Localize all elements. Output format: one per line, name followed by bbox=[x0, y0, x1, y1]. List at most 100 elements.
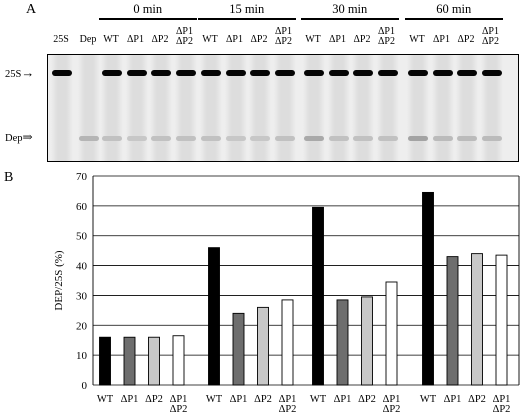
band-25s bbox=[432, 70, 453, 76]
band-25s bbox=[126, 70, 147, 76]
band-25s bbox=[328, 70, 349, 76]
marker-25s-arrow-icon: → bbox=[21, 65, 35, 80]
band-dep bbox=[328, 136, 349, 141]
time-bar bbox=[405, 18, 503, 20]
x-category-label: ΔP1 bbox=[121, 394, 139, 405]
band-dep bbox=[250, 136, 270, 141]
y-tick-label: 60 bbox=[76, 201, 88, 213]
lane-label: ΔP1 ΔP2 bbox=[378, 26, 395, 47]
band-25s bbox=[274, 70, 295, 76]
bar bbox=[148, 336, 160, 386]
bar bbox=[361, 296, 373, 386]
x-category-label: ΔP1 bbox=[383, 394, 401, 405]
y-tick-label: 20 bbox=[76, 320, 88, 332]
gel-lane bbox=[273, 55, 296, 161]
lane-label: ΔP2 bbox=[353, 34, 371, 45]
y-axis-label: DEP/25S (%) bbox=[53, 250, 65, 311]
band-25s bbox=[457, 70, 477, 76]
gel-lane bbox=[51, 55, 73, 161]
time-bar bbox=[99, 18, 197, 20]
band-dep bbox=[274, 136, 295, 141]
y-tick-label: 50 bbox=[76, 231, 88, 243]
x-category-label: WT bbox=[420, 394, 437, 405]
time-bar bbox=[301, 18, 399, 20]
marker-25s: 25S→ bbox=[5, 65, 34, 81]
band-dep bbox=[126, 136, 147, 141]
x-category-label: ΔP2 bbox=[383, 404, 401, 415]
marker-dep-arrow-icon: ⇒ bbox=[22, 130, 33, 144]
time-label: 0 min bbox=[133, 2, 163, 16]
band-dep bbox=[79, 136, 99, 141]
gel-lane bbox=[456, 55, 478, 161]
lane-label: WT bbox=[409, 34, 425, 45]
marker-25s-label: 25S bbox=[5, 69, 22, 80]
gel-lane bbox=[480, 55, 503, 161]
band-dep bbox=[457, 136, 477, 141]
y-tick-label: 40 bbox=[76, 261, 88, 273]
band-25s bbox=[52, 70, 72, 76]
gel-lane bbox=[78, 55, 100, 161]
x-category-label: ΔP2 bbox=[468, 394, 486, 405]
band-25s bbox=[102, 70, 122, 76]
lane-label-25s: 25S bbox=[53, 34, 69, 45]
x-category-label: ΔP1 bbox=[444, 394, 462, 405]
x-category-label: ΔP2 bbox=[493, 404, 511, 415]
bar bbox=[385, 281, 398, 386]
time-label: 15 min bbox=[229, 2, 265, 16]
band-25s bbox=[151, 70, 171, 76]
x-category-label: WT bbox=[206, 394, 223, 405]
x-category-label: ΔP2 bbox=[145, 394, 163, 405]
gel-lane bbox=[200, 55, 222, 161]
band-25s bbox=[481, 70, 502, 76]
lane-label: ΔP1 bbox=[329, 34, 346, 45]
lane-label: ΔP1 ΔP2 bbox=[275, 26, 292, 47]
band-dep bbox=[304, 136, 324, 141]
x-category-label: WT bbox=[97, 394, 114, 405]
gel-lane bbox=[224, 55, 247, 161]
y-tick-label: 0 bbox=[82, 380, 88, 392]
x-category-label: WT bbox=[310, 394, 327, 405]
lane-label: ΔP2 bbox=[250, 34, 268, 45]
band-25s bbox=[175, 70, 196, 76]
gel-lane bbox=[376, 55, 399, 161]
bar bbox=[312, 206, 324, 386]
lane-label: ΔP1 bbox=[433, 34, 450, 45]
band-25s bbox=[304, 70, 324, 76]
time-bar bbox=[198, 18, 296, 20]
gel-lane bbox=[431, 55, 454, 161]
band-25s bbox=[250, 70, 270, 76]
band-dep bbox=[151, 136, 171, 141]
band-dep bbox=[353, 136, 373, 141]
lane-label: ΔP1 ΔP2 bbox=[482, 26, 499, 47]
bar bbox=[422, 191, 434, 386]
lane-label: ΔP1 bbox=[127, 34, 144, 45]
panel-a-letter: A bbox=[26, 2, 37, 17]
gel-lane bbox=[101, 55, 123, 161]
gel-lane bbox=[150, 55, 172, 161]
gel-image bbox=[47, 54, 519, 162]
bar bbox=[336, 299, 349, 386]
lane-label-dep: Dep bbox=[79, 34, 97, 45]
x-category-label: ΔP1 bbox=[493, 394, 511, 405]
x-category-label: ΔP1 bbox=[334, 394, 352, 405]
band-dep bbox=[377, 136, 398, 141]
bar bbox=[257, 306, 269, 386]
x-category-label: ΔP1 bbox=[279, 394, 297, 405]
lane-label: WT bbox=[305, 34, 321, 45]
bar bbox=[123, 336, 136, 386]
marker-dep-label: Dep bbox=[5, 133, 23, 144]
lane-label: ΔP2 bbox=[457, 34, 475, 45]
y-tick-label: 30 bbox=[76, 290, 88, 302]
band-dep bbox=[225, 136, 246, 141]
gel-lane bbox=[327, 55, 350, 161]
band-dep bbox=[432, 136, 453, 141]
time-label: 60 min bbox=[436, 2, 472, 16]
gel-lane bbox=[174, 55, 197, 161]
x-category-label: ΔP2 bbox=[170, 404, 188, 415]
band-dep bbox=[201, 136, 221, 141]
bar bbox=[172, 335, 185, 386]
marker-dep: Dep⇒ bbox=[5, 130, 33, 145]
gel-lane bbox=[352, 55, 374, 161]
lane-label: ΔP1 ΔP2 bbox=[176, 26, 193, 47]
